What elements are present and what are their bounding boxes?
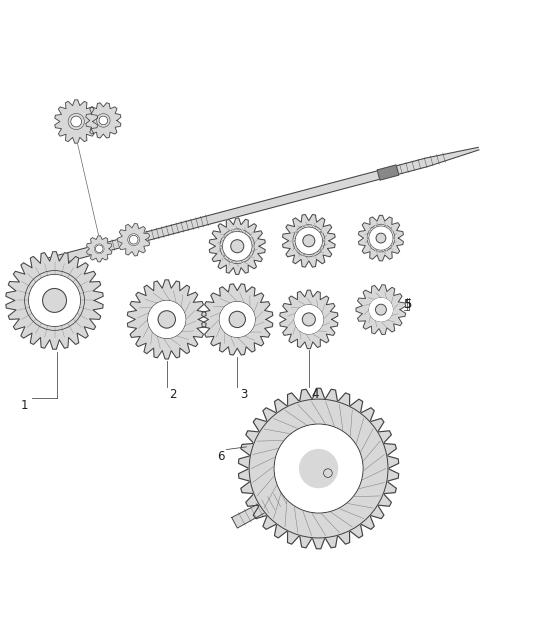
Circle shape [95,245,103,252]
Circle shape [303,254,305,256]
Circle shape [313,225,314,227]
Polygon shape [280,290,338,349]
Circle shape [295,305,323,333]
Circle shape [376,304,386,315]
Circle shape [253,246,255,247]
Polygon shape [6,252,103,349]
Polygon shape [356,284,405,335]
Text: 2: 2 [169,387,177,401]
Circle shape [320,249,322,251]
Polygon shape [312,457,344,489]
Circle shape [43,288,66,312]
Circle shape [296,249,298,251]
Polygon shape [282,215,335,267]
Circle shape [384,225,386,226]
Circle shape [223,236,225,237]
Circle shape [302,313,316,326]
Polygon shape [87,236,112,262]
Circle shape [376,233,386,243]
Polygon shape [377,165,399,180]
Circle shape [220,303,255,337]
Circle shape [241,230,243,232]
Circle shape [296,229,321,253]
Circle shape [71,116,82,127]
Polygon shape [232,471,328,528]
Polygon shape [128,280,206,359]
Circle shape [231,230,233,232]
Circle shape [370,230,371,231]
Circle shape [231,261,233,263]
Polygon shape [46,148,479,267]
Circle shape [223,255,225,257]
Circle shape [323,240,325,242]
Circle shape [391,230,392,231]
Text: 3: 3 [240,387,247,401]
Circle shape [384,250,386,251]
Circle shape [303,225,305,227]
Circle shape [370,298,392,321]
Circle shape [129,236,138,244]
Circle shape [241,261,243,263]
Circle shape [393,237,395,239]
Text: 6: 6 [217,450,225,463]
Polygon shape [239,388,399,549]
Text: 5: 5 [404,298,411,311]
Polygon shape [86,103,121,138]
Text: 5: 5 [403,298,411,311]
Circle shape [293,240,294,242]
Circle shape [275,425,362,512]
Circle shape [220,246,222,247]
Circle shape [250,255,251,257]
Circle shape [296,231,298,233]
Text: 1: 1 [20,399,28,411]
Circle shape [324,468,332,477]
Circle shape [158,311,175,328]
Circle shape [391,245,392,247]
Polygon shape [118,224,150,256]
Circle shape [376,225,378,226]
Circle shape [229,311,245,328]
Circle shape [367,237,368,239]
Circle shape [300,450,337,487]
Circle shape [224,233,251,259]
Circle shape [320,231,322,233]
Circle shape [250,236,251,237]
Circle shape [249,399,388,538]
Circle shape [370,227,392,249]
Circle shape [370,245,371,247]
Circle shape [303,235,315,247]
Circle shape [99,116,108,125]
Polygon shape [359,215,403,261]
Polygon shape [209,218,265,274]
Circle shape [313,254,314,256]
Polygon shape [202,284,273,355]
Circle shape [149,301,185,337]
Circle shape [231,240,244,252]
Circle shape [30,276,79,325]
Polygon shape [55,100,98,143]
Text: 4: 4 [312,387,319,401]
Circle shape [376,250,378,251]
